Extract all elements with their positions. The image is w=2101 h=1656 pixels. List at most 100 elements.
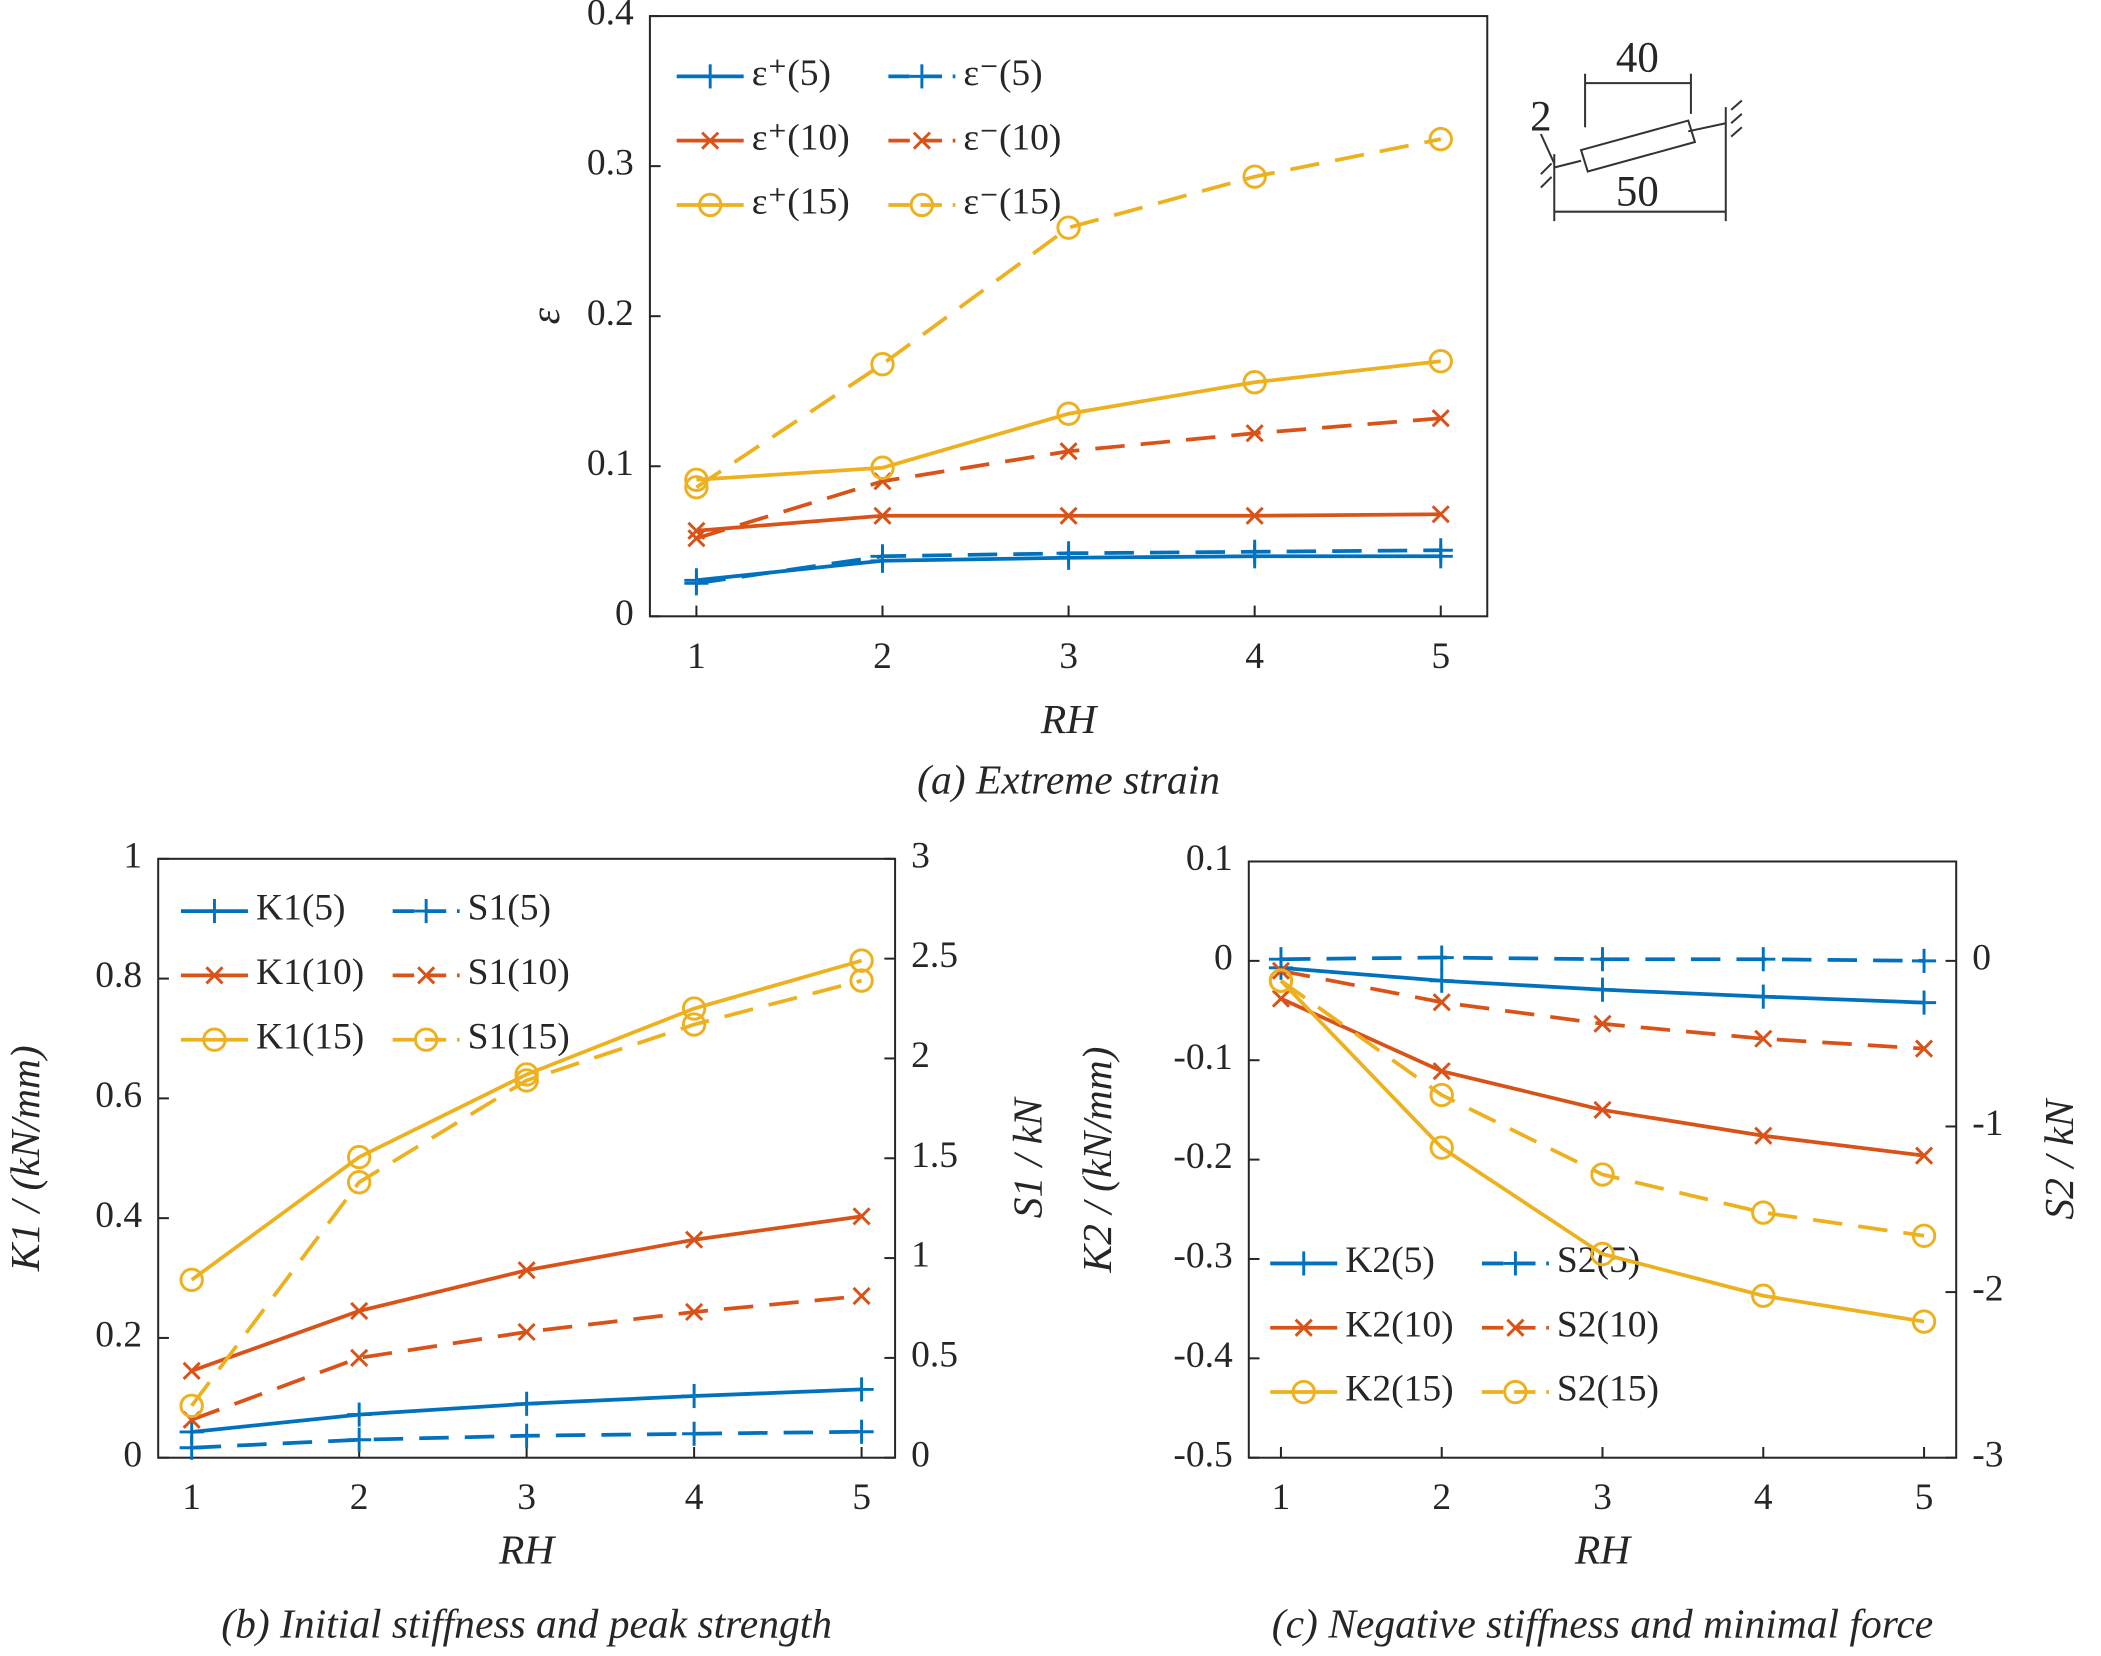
marker [1059,506,1078,525]
y2-axis-label: S1 / kN [1004,1096,1050,1218]
marker-part [685,1302,704,1322]
legend-label: S2(10) [1557,1304,1659,1345]
marker [517,1322,536,1342]
inset-label: 2 [1530,93,1551,140]
marker [685,1230,704,1249]
marker [1754,1029,1773,1048]
legend-label: ε⁻(15) [963,182,1061,223]
marker [1911,948,1937,973]
marker [681,996,707,1021]
marker-part [1754,1029,1773,1048]
marker-part [517,1322,536,1342]
marker [1242,370,1267,395]
y-tick-label: 1 [123,835,142,876]
marker-part [1059,506,1078,525]
y-axis-label: K1 / (kN/mm) [2,1045,49,1272]
marker-part [697,192,723,218]
y2-tick-label: 0.5 [911,1335,958,1376]
y2-tick-label: 3 [911,835,930,876]
marker-part [350,1301,369,1321]
marker-part [1503,1379,1528,1405]
marker-part [681,996,707,1021]
marker [514,1068,539,1093]
marker-part [1914,1146,1934,1165]
marker-part [1056,401,1081,426]
y-tick-label: -0.5 [1173,1434,1232,1475]
marker-part [1428,349,1453,374]
legend-label: ε⁺(5) [752,53,831,94]
marker-part [912,131,931,150]
marker [514,1062,539,1087]
marker [1245,424,1264,443]
y-tick-label: 0 [1214,937,1233,978]
marker [1911,990,1937,1015]
series-line [695,137,1442,489]
marker-part [346,1170,372,1195]
y-tick-label: 0.2 [95,1315,142,1356]
y-tick-label: 0.2 [587,293,634,334]
marker-part [413,1027,439,1052]
marker-part [849,968,874,993]
marker [350,1301,369,1321]
marker [414,899,439,924]
marker-part [1242,164,1267,189]
marker [1428,538,1453,563]
marker-part [1751,1283,1776,1308]
y2-tick-label: 0 [911,1434,930,1475]
x-tick-label: 2 [350,1477,369,1518]
marker [514,1391,539,1416]
marker-part [1590,1162,1615,1187]
legend-label: K2(15) [1345,1369,1453,1410]
marker-part [346,1144,372,1170]
x-axis-label: RH [1040,696,1098,742]
legend-label: S2(15) [1557,1369,1659,1410]
y-tick-label: 0.1 [1186,838,1233,879]
marker-part [1593,1100,1612,1119]
marker-part [179,1393,204,1418]
marker-part [1429,1082,1454,1108]
marker [1271,989,1291,1008]
marker [684,475,709,500]
marker [1428,126,1453,152]
marker [1590,1241,1615,1267]
legend-label: ε⁺(10) [752,117,850,158]
y-tick-label: -0.1 [1173,1037,1232,1078]
marker [179,1393,204,1418]
marker-part [1429,1135,1454,1160]
marker [870,544,895,569]
marker [347,1427,372,1452]
caption: (a) Extreme strain [917,756,1220,803]
marker [1431,505,1450,524]
y-axis-label: K2 / (kN/mm) [1074,1047,1121,1274]
marker-part [870,352,895,377]
x-tick-label: 1 [1272,1477,1291,1518]
marker [1245,506,1264,525]
series-line [191,1214,862,1373]
marker-part [1242,370,1267,395]
marker [179,1435,204,1460]
marker-part [1432,993,1451,1012]
marker-part [873,506,892,525]
marker-part [1754,1126,1773,1145]
marker-part [1245,424,1264,443]
x-tick-label: 1 [182,1477,201,1518]
x-tick-label: 5 [1915,1477,1934,1518]
marker [1056,541,1081,566]
marker [514,1423,539,1448]
x-tick-label: 1 [687,636,706,677]
x-tick-label: 2 [873,636,892,677]
marker [350,1348,369,1367]
legend-label: S1(15) [468,1016,570,1057]
x-axis-label: RH [498,1527,556,1573]
x-tick-label: 4 [1754,1477,1773,1518]
marker [1590,977,1615,1002]
series-line [190,958,863,1282]
marker [1914,1146,1934,1165]
marker [1059,442,1078,461]
marker-part [1268,968,1294,993]
marker [852,1286,871,1306]
marker [1429,945,1454,970]
marker-part [1056,215,1081,240]
